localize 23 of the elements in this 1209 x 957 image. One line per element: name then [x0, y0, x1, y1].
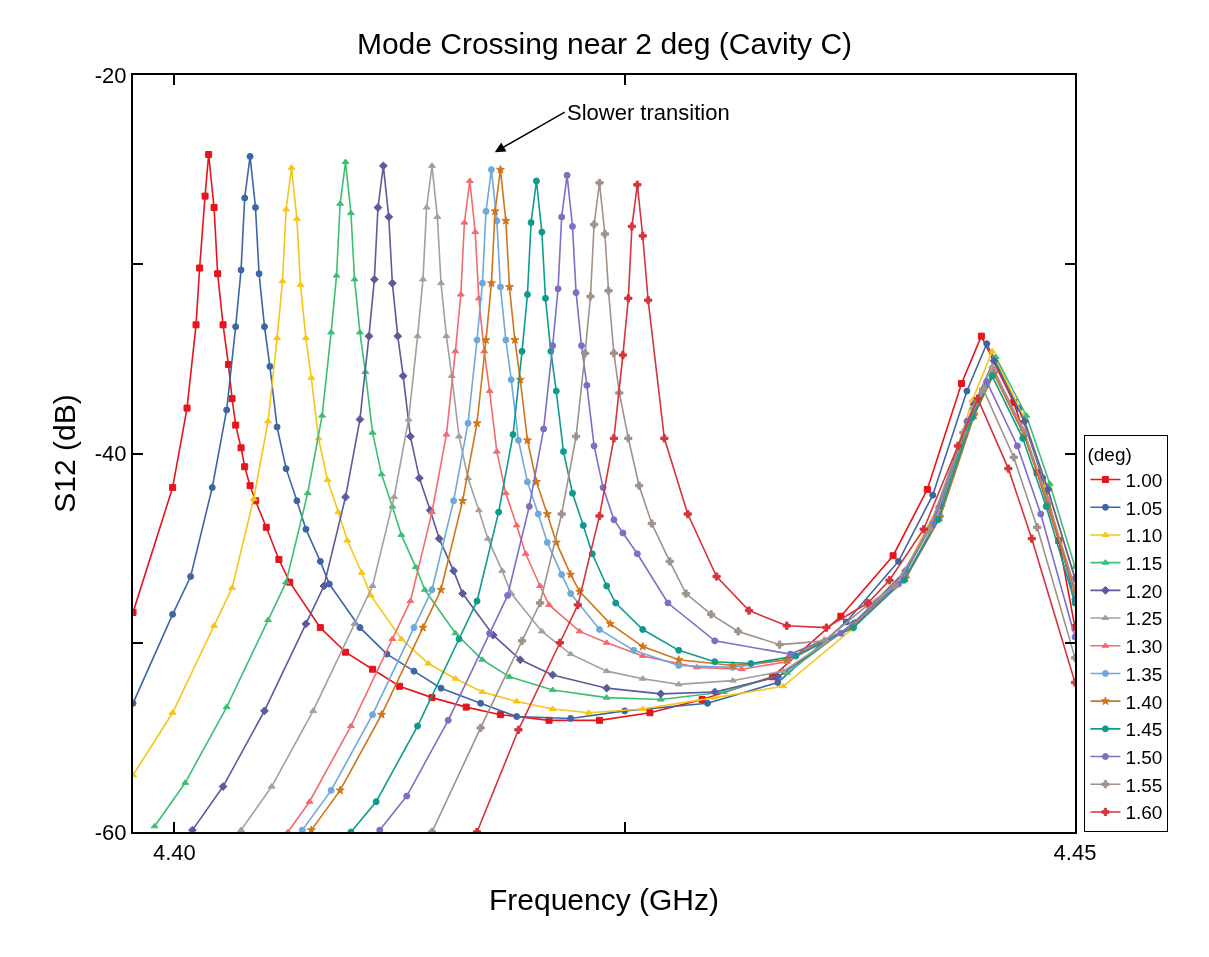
legend-label: 1.15 — [1125, 553, 1163, 575]
legend-label: 1.05 — [1125, 497, 1163, 519]
annotation: Slower transition — [567, 100, 730, 125]
x-tick-label: 4.45 — [1053, 840, 1097, 866]
legend-label: 1.40 — [1125, 691, 1163, 713]
legend-label: 1.45 — [1125, 719, 1163, 741]
y-tick-label: -20 — [94, 62, 127, 88]
chart-title: Mode Crossing near 2 deg (Cavity C) — [356, 27, 853, 61]
legend-label: 1.60 — [1125, 802, 1163, 824]
y-tick-label: -60 — [94, 819, 127, 845]
x-tick-label: 4.40 — [153, 840, 196, 866]
x-axis-title: Frequency (GHz) — [488, 883, 720, 917]
y-axis-title: S12 (dB) — [48, 394, 82, 513]
legend-label: 1.10 — [1125, 525, 1163, 547]
legend-title: (deg) — [1087, 443, 1132, 465]
legend-label: 1.20 — [1125, 580, 1163, 602]
legend-label: 1.00 — [1125, 469, 1163, 491]
legend-label: 1.50 — [1125, 746, 1163, 768]
legend-label: 1.55 — [1125, 774, 1163, 796]
legend-label: 1.25 — [1125, 608, 1163, 630]
y-tick-label: -40 — [94, 441, 127, 467]
legend-label: 1.35 — [1125, 663, 1163, 685]
legend-label: 1.30 — [1125, 636, 1163, 658]
